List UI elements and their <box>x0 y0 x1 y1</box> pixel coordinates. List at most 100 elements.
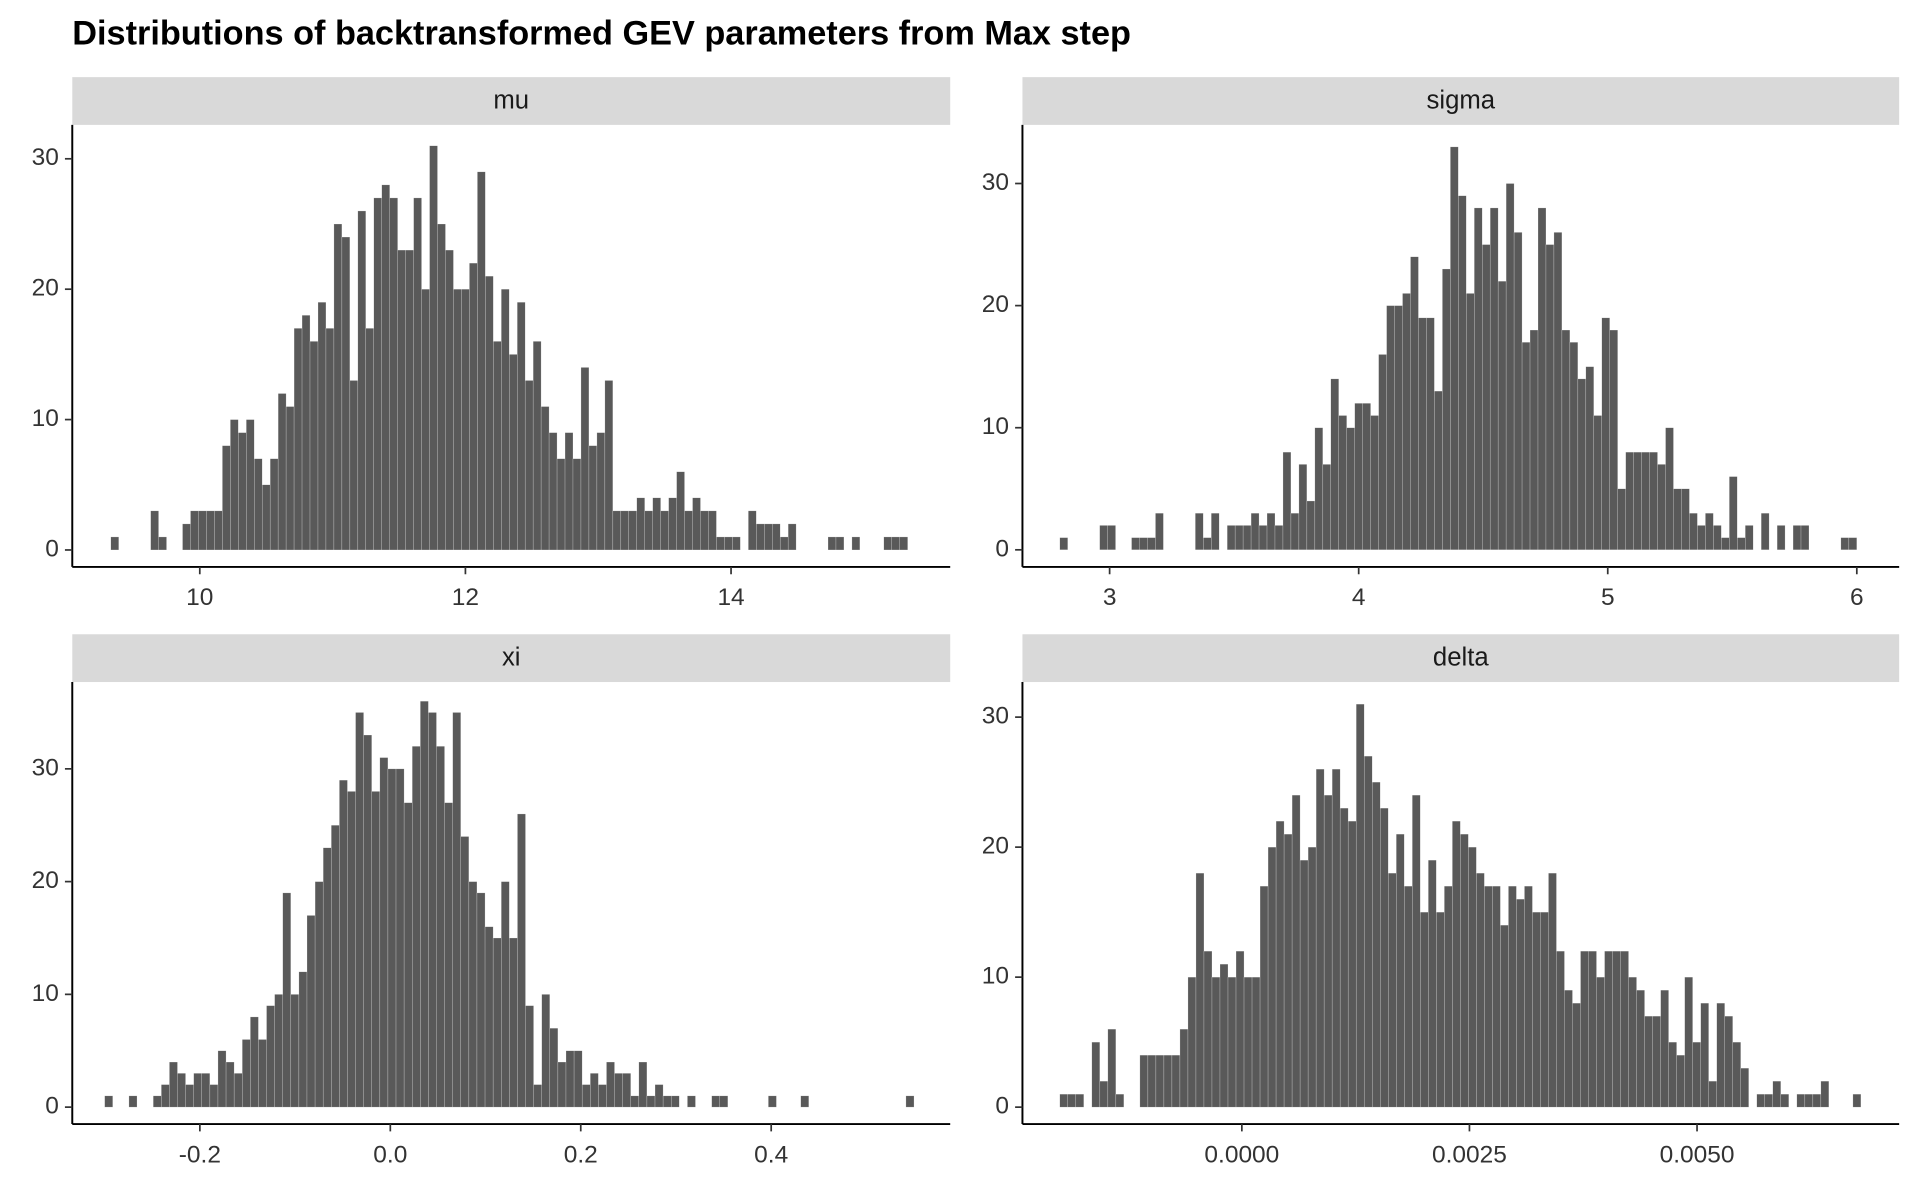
bar <box>899 536 908 551</box>
bar <box>1099 525 1108 551</box>
x-tick-label: 4 <box>1352 584 1366 611</box>
bar <box>1315 768 1325 1108</box>
bar <box>309 341 319 551</box>
bar <box>1497 280 1507 551</box>
y-tick-label: 20 <box>982 291 1009 318</box>
bar <box>1259 885 1269 1108</box>
bar <box>193 1073 202 1108</box>
bar <box>477 171 486 551</box>
bar <box>1307 846 1317 1108</box>
bar <box>800 1095 810 1108</box>
bar <box>1306 500 1316 551</box>
bar <box>564 432 574 551</box>
bar <box>1330 378 1339 551</box>
bar <box>254 458 263 551</box>
bar <box>883 536 892 551</box>
bar <box>1274 525 1284 551</box>
bar <box>355 712 364 1108</box>
strip-label: mu <box>493 86 529 114</box>
y-tick-label: 20 <box>982 833 1009 860</box>
bar <box>1091 1041 1101 1108</box>
bar <box>1556 950 1565 1108</box>
bar <box>1444 885 1453 1108</box>
bar <box>1620 950 1629 1108</box>
bar <box>485 275 494 551</box>
bar <box>1258 525 1268 551</box>
bar <box>1705 512 1714 551</box>
bar <box>532 341 542 551</box>
bar <box>298 971 308 1108</box>
bar <box>469 262 478 551</box>
bar <box>1628 976 1637 1108</box>
bar <box>787 523 797 551</box>
bar <box>1776 525 1786 551</box>
bar <box>1434 390 1443 551</box>
bar <box>1792 525 1802 551</box>
bar <box>1242 525 1252 551</box>
bar <box>1474 207 1483 551</box>
bar <box>692 497 701 551</box>
bar <box>1428 859 1437 1108</box>
bar <box>325 328 335 551</box>
bar <box>1756 1093 1765 1108</box>
bar <box>1347 820 1357 1108</box>
strip <box>1022 77 1900 125</box>
bar <box>606 1061 615 1108</box>
bar <box>604 380 614 551</box>
bar <box>1852 1093 1862 1108</box>
bar <box>1588 950 1597 1108</box>
bar <box>214 510 223 551</box>
bar <box>851 536 861 551</box>
bar <box>1107 1028 1117 1108</box>
bar <box>1681 488 1690 551</box>
bar <box>150 510 159 551</box>
bar <box>339 779 348 1108</box>
bar <box>1203 950 1213 1108</box>
bar <box>711 1095 720 1108</box>
bar <box>1187 976 1197 1108</box>
bar <box>1323 794 1333 1108</box>
bar <box>1740 1067 1749 1108</box>
bar <box>429 145 438 551</box>
x-tick-label: 0.0 <box>373 1141 407 1168</box>
bar <box>1820 1080 1830 1108</box>
bar <box>395 768 405 1108</box>
bar <box>1139 1054 1149 1108</box>
bar <box>1346 427 1355 551</box>
bar <box>1489 207 1499 551</box>
bar <box>341 236 351 551</box>
bar <box>206 510 215 551</box>
bar <box>1291 794 1301 1108</box>
bar <box>1290 512 1300 551</box>
bar <box>1569 342 1579 551</box>
bar <box>317 302 327 551</box>
bar <box>468 881 478 1108</box>
bar <box>222 445 231 551</box>
bar <box>1644 1015 1653 1108</box>
y-tick-label: 0 <box>995 535 1009 562</box>
y-tick-label: 10 <box>982 963 1009 990</box>
x-tick-label: 14 <box>717 584 744 611</box>
bar <box>225 1061 235 1108</box>
bar <box>1604 950 1613 1108</box>
bar <box>716 536 725 551</box>
strip <box>1022 634 1900 683</box>
bar <box>1513 232 1523 551</box>
bar <box>1362 403 1371 551</box>
bar <box>1380 807 1389 1108</box>
bar <box>379 757 389 1108</box>
bar <box>662 1095 672 1108</box>
bar <box>110 536 119 551</box>
bar <box>590 1073 599 1108</box>
bar <box>1729 476 1738 551</box>
bar <box>492 937 502 1108</box>
bar <box>261 484 271 551</box>
bar <box>1243 976 1253 1108</box>
bar <box>1700 1002 1709 1108</box>
bar <box>1396 833 1405 1108</box>
bar <box>573 1050 583 1108</box>
bar <box>1067 1093 1077 1108</box>
bar <box>628 510 637 551</box>
